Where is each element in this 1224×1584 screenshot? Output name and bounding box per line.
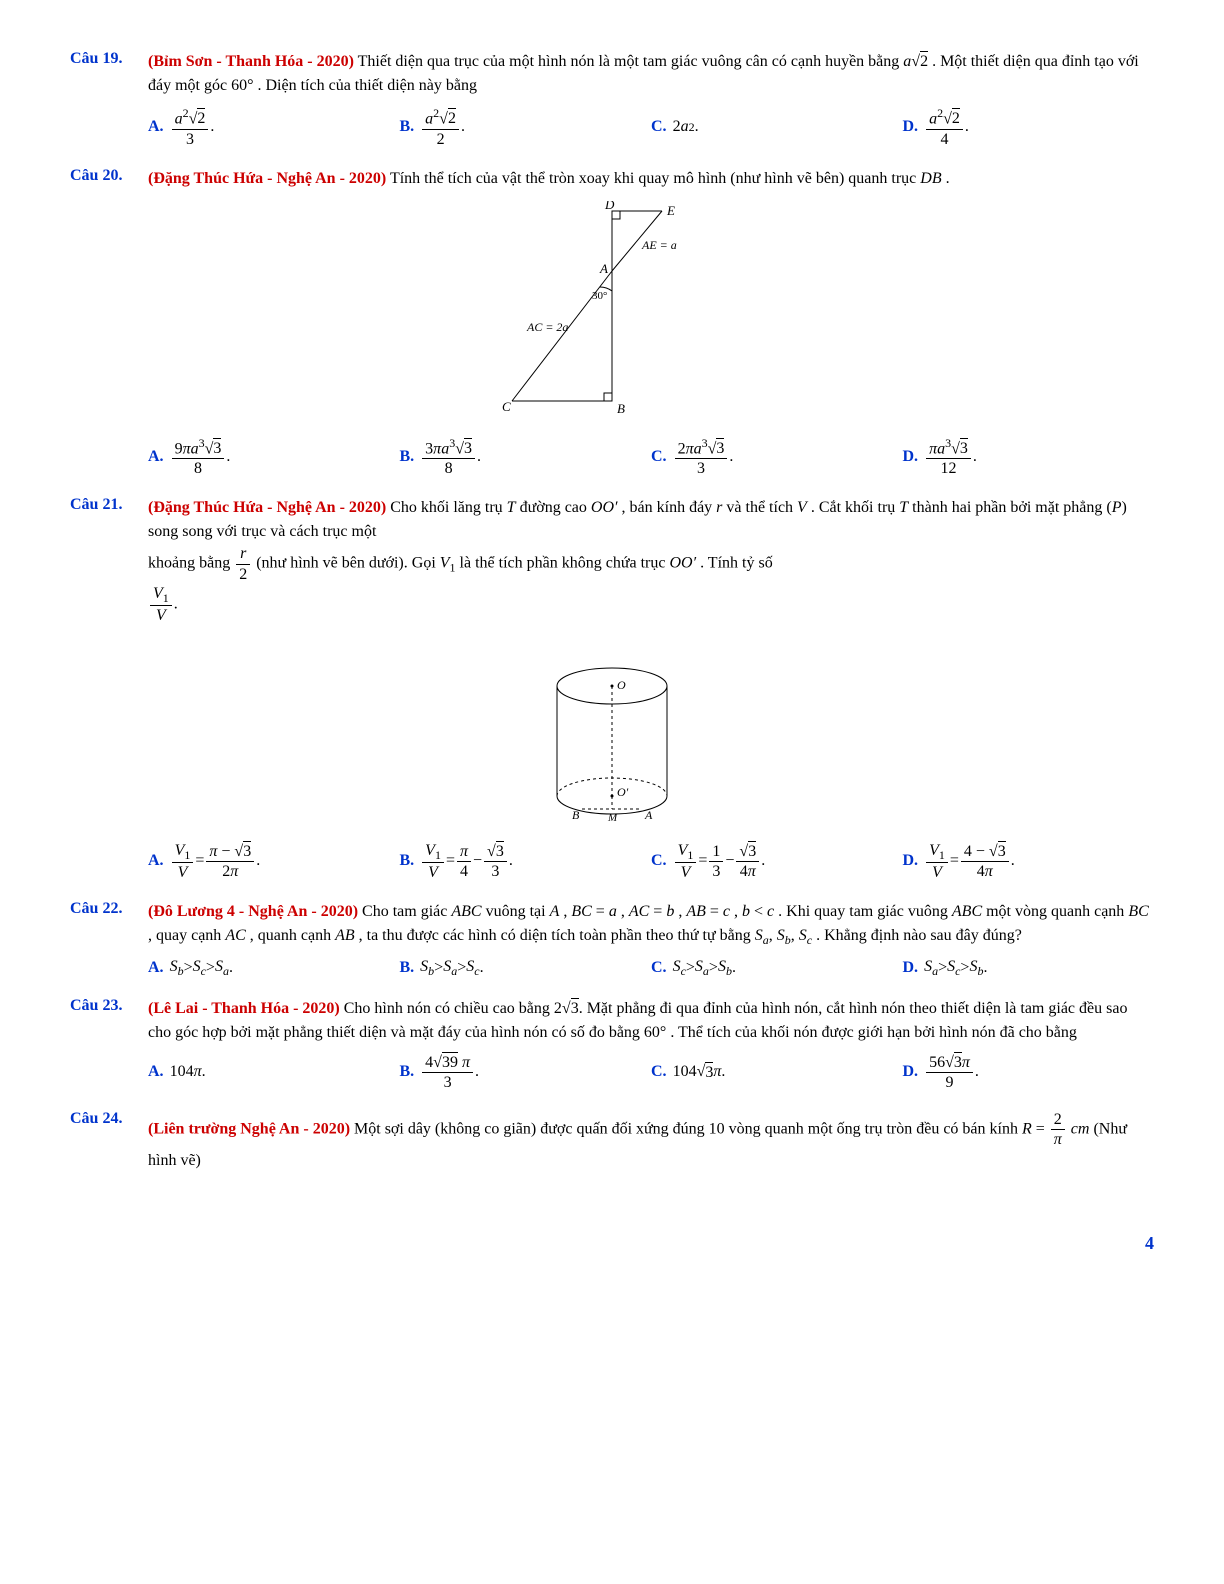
options-row: A. 104π . B. 4√39 π3. C. 104√3 π . D. 56… <box>148 1053 1154 1092</box>
svg-text:O′: O′ <box>617 785 629 799</box>
option-label: A. <box>148 852 164 870</box>
option-b: B. a2√22. <box>400 106 652 149</box>
question-number: Câu 21. <box>70 496 148 514</box>
question-number: Câu 20. <box>70 167 148 185</box>
question-19: Câu 19. (Bỉm Sơn - Thanh Hóa - 2020) Thi… <box>70 50 1154 149</box>
q-continuation: khoảng bằng r2 (như hình vẽ bên dưới). G… <box>148 544 1154 583</box>
option-label: B. <box>400 448 415 466</box>
option-label: C. <box>651 852 667 870</box>
option-label: D. <box>903 118 919 136</box>
svg-text:B: B <box>617 401 625 416</box>
question-body: (Đô Lương 4 - Nghệ An - 2020) Cho tam gi… <box>148 900 1154 949</box>
svg-text:D: D <box>604 201 615 212</box>
option-label: D. <box>903 959 919 977</box>
question-source: (Đặng Thúc Hứa - Nghệ An - 2020) <box>148 170 386 187</box>
q-text-part: . Diện tích của thiết diện này bằng <box>258 77 477 94</box>
option-b: B. V1V = π4 − √33. <box>400 841 652 883</box>
option-label: D. <box>903 852 919 870</box>
question-source: (Liên trường Nghệ An - 2020) <box>148 1120 350 1137</box>
q-text-part: Thiết diện qua trục của một hình nón là … <box>358 53 904 70</box>
option-label: B. <box>400 1063 415 1081</box>
svg-text:AC = 2a: AC = 2a <box>526 320 568 334</box>
option-a: A. V1V = π − √32π. <box>148 841 400 883</box>
question-number: Câu 24. <box>70 1110 148 1128</box>
svg-text:B: B <box>572 808 580 822</box>
option-c: C. 104√3 π . <box>651 1053 903 1092</box>
diagram-q21: O O′ B A M <box>70 636 1154 831</box>
option-c: C. 2a2. <box>651 106 903 149</box>
question-21: Câu 21. (Đặng Thúc Hứa - Nghệ An - 2020)… <box>70 496 1154 882</box>
svg-text:30°: 30° <box>592 290 607 302</box>
question-source: (Đô Lương 4 - Nghệ An - 2020) <box>148 903 358 920</box>
question-body: (Bỉm Sơn - Thanh Hóa - 2020) Thiết diện … <box>148 50 1154 98</box>
option-c: C. 2πa3√33. <box>651 436 903 479</box>
option-label: B. <box>400 852 415 870</box>
option-label: A. <box>148 959 164 977</box>
option-label: B. <box>400 959 415 977</box>
option-b: B. Sb > Sa > Sc . <box>400 958 652 979</box>
svg-text:A: A <box>599 261 608 276</box>
svg-text:AE = a: AE = a <box>641 238 677 252</box>
question-22: Câu 22. (Đô Lương 4 - Nghệ An - 2020) Ch… <box>70 900 1154 978</box>
options-row: A. V1V = π − √32π. B. V1V = π4 − √33. C.… <box>148 841 1154 883</box>
svg-text:A: A <box>644 808 653 822</box>
option-label: C. <box>651 1063 667 1081</box>
page-number: 4 <box>70 1233 1154 1254</box>
option-d: D. V1V = 4 − √34π. <box>903 841 1155 883</box>
question-body: (Liên trường Nghệ An - 2020) Một sợi dây… <box>148 1110 1154 1173</box>
options-row: A. a2√23. B. a2√22. C. 2a2. D. a2√24. <box>148 106 1154 149</box>
question-source: (Đặng Thúc Hứa - Nghệ An - 2020) <box>148 499 386 516</box>
option-b: B. 3πa3√38. <box>400 436 652 479</box>
q-text: Tính thể tích của vật thể tròn xoay khi … <box>390 170 950 187</box>
options-row: A. 9πa3√38. B. 3πa3√38. C. 2πa3√33. D. π… <box>148 436 1154 479</box>
option-label: D. <box>903 1063 919 1081</box>
diagram-q20: D E A AE = a AC = 2a 30° C B <box>70 201 1154 426</box>
q-continuation: V1V. <box>148 584 1154 626</box>
option-d: D. a2√24. <box>903 106 1155 149</box>
question-23: Câu 23. (Lê Lai - Thanh Hóa - 2020) Cho … <box>70 997 1154 1092</box>
question-source: (Lê Lai - Thanh Hóa - 2020) <box>148 1000 340 1017</box>
option-label: A. <box>148 1063 164 1081</box>
question-body: (Đặng Thúc Hứa - Nghệ An - 2020) Cho khố… <box>148 496 1154 544</box>
svg-text:C: C <box>502 399 511 414</box>
question-24: Câu 24. (Liên trường Nghệ An - 2020) Một… <box>70 1110 1154 1173</box>
option-label: D. <box>903 448 919 466</box>
option-a: A. 104π . <box>148 1053 400 1092</box>
option-label: A. <box>148 118 164 136</box>
option-label: C. <box>651 959 667 977</box>
option-label: B. <box>400 118 415 136</box>
svg-text:O: O <box>617 678 626 692</box>
question-body: (Lê Lai - Thanh Hóa - 2020) Cho hình nón… <box>148 997 1154 1045</box>
option-c: C. Sc > Sa > Sb . <box>651 958 903 979</box>
option-label: C. <box>651 118 667 136</box>
question-number: Câu 22. <box>70 900 148 918</box>
svg-text:E: E <box>666 203 675 218</box>
option-label: C. <box>651 448 667 466</box>
option-d: D. 56√3π9. <box>903 1053 1155 1092</box>
question-number: Câu 19. <box>70 50 148 68</box>
options-row: A. Sb > Sc > Sa . B. Sb > Sa > Sc . C. S… <box>148 958 1154 979</box>
option-a: A. a2√23. <box>148 106 400 149</box>
question-source: (Bỉm Sơn - Thanh Hóa - 2020) <box>148 53 354 70</box>
option-label: A. <box>148 448 164 466</box>
option-d: D. πa3√312. <box>903 436 1155 479</box>
option-a: A. 9πa3√38. <box>148 436 400 479</box>
question-number: Câu 23. <box>70 997 148 1015</box>
option-c: C. V1V = 13 − √34π. <box>651 841 903 883</box>
option-a: A. Sb > Sc > Sa . <box>148 958 400 979</box>
option-d: D. Sa > Sc > Sb . <box>903 958 1155 979</box>
svg-text:M: M <box>607 812 618 824</box>
question-body: (Đặng Thúc Hứa - Nghệ An - 2020) Tính th… <box>148 167 1154 191</box>
option-b: B. 4√39 π3. <box>400 1053 652 1092</box>
question-20: Câu 20. (Đặng Thúc Hứa - Nghệ An - 2020)… <box>70 167 1154 479</box>
